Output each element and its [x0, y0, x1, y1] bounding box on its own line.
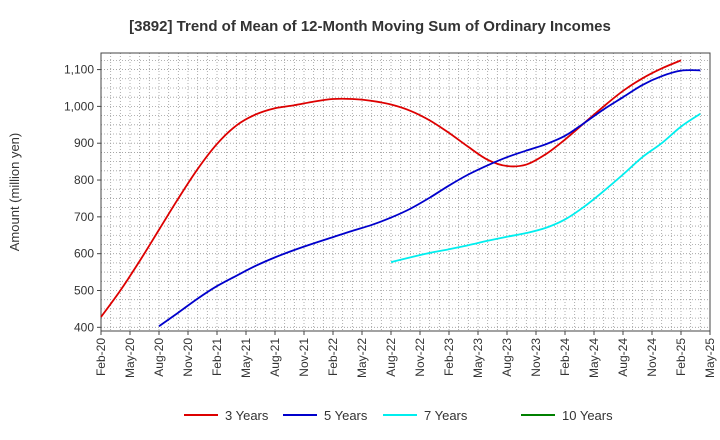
y-tick-label: 800 — [74, 173, 94, 187]
legend-label-7-years: 7 Years — [424, 408, 468, 423]
legend: 3 Years 5 Years 7 Years 10 Years — [184, 408, 613, 423]
x-tick-label: Aug-20 — [152, 338, 166, 377]
x-tick-label: May-25 — [703, 338, 717, 378]
y-tick-label: 500 — [74, 283, 94, 297]
x-tick-label: Nov-23 — [529, 338, 543, 377]
y-tick-label: 900 — [74, 136, 94, 150]
x-tick-label: Aug-21 — [268, 338, 282, 377]
x-tick-label: Nov-24 — [645, 338, 659, 377]
y-tick-label: 1,000 — [64, 99, 94, 113]
legend-label-3-years: 3 Years — [225, 408, 269, 423]
series-line-7-years — [390, 113, 701, 264]
x-tick-label: Feb-21 — [210, 338, 224, 376]
x-tick-label: Feb-20 — [94, 338, 108, 376]
legend-label-10-years: 10 Years — [562, 408, 613, 423]
x-tick-label: Feb-23 — [442, 338, 456, 376]
x-tick-label: May-23 — [471, 338, 485, 378]
x-tick-label: May-22 — [355, 338, 369, 378]
x-tick-label: Feb-25 — [674, 338, 688, 376]
y-tick-label: 600 — [74, 247, 94, 261]
x-tick-label: May-20 — [123, 338, 137, 378]
x-tick-label: Nov-22 — [413, 338, 427, 377]
chart-title: [3892] Trend of Mean of 12-Month Moving … — [129, 18, 611, 35]
x-tick-label: Feb-24 — [558, 338, 572, 376]
x-tick-label: May-24 — [587, 338, 601, 378]
x-tick-label: Aug-24 — [616, 338, 630, 377]
x-tick-label: Aug-22 — [384, 338, 398, 377]
y-axis-label: Amount (million yen) — [7, 133, 22, 252]
x-tick-label: Nov-20 — [181, 338, 195, 377]
x-tick-label: Nov-21 — [297, 338, 311, 377]
plot-frame — [100, 52, 711, 332]
x-tick-label: May-21 — [239, 338, 253, 378]
y-tick-label: 700 — [74, 210, 94, 224]
x-tick-label: Aug-23 — [500, 338, 514, 377]
plot-background — [101, 53, 710, 331]
series-line-5-years — [158, 69, 701, 327]
x-tick-label: Feb-22 — [326, 338, 340, 376]
y-tick-label: 1,100 — [64, 63, 94, 77]
y-tick-label: 400 — [74, 320, 94, 334]
legend-label-5-years: 5 Years — [324, 408, 368, 423]
plot-area: 400 500 600 700 800 900 1,000 1,100 Feb-20 May-20… — [64, 52, 717, 378]
